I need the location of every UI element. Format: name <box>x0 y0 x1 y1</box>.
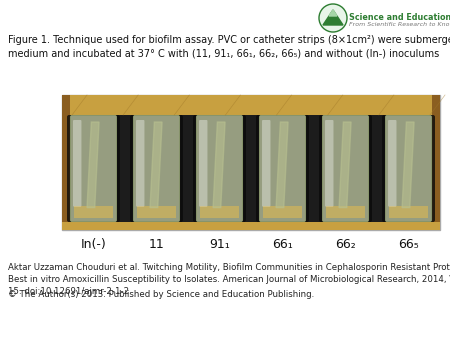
FancyBboxPatch shape <box>382 115 435 222</box>
FancyBboxPatch shape <box>197 116 243 221</box>
Text: From Scientific Research to Knowledge: From Scientific Research to Knowledge <box>349 22 450 27</box>
Text: 66₁: 66₁ <box>272 238 293 251</box>
Polygon shape <box>339 122 351 208</box>
FancyBboxPatch shape <box>193 115 246 222</box>
Polygon shape <box>402 122 414 208</box>
Bar <box>200 206 239 218</box>
Bar <box>389 206 428 218</box>
Bar <box>326 206 365 218</box>
Text: 66₅: 66₅ <box>398 238 419 251</box>
Text: Science and Education Publishing: Science and Education Publishing <box>349 13 450 22</box>
Circle shape <box>319 4 347 32</box>
Text: 66₂: 66₂ <box>335 238 356 251</box>
FancyBboxPatch shape <box>199 120 207 207</box>
Bar <box>137 206 176 218</box>
Polygon shape <box>329 10 337 16</box>
Bar <box>263 206 302 218</box>
Bar <box>432 95 440 230</box>
FancyBboxPatch shape <box>262 120 270 207</box>
Bar <box>74 206 113 218</box>
Text: © The Author(s) 2013. Published by Science and Education Publishing.: © The Author(s) 2013. Published by Scien… <box>8 290 314 299</box>
FancyBboxPatch shape <box>260 116 306 221</box>
FancyBboxPatch shape <box>136 120 144 207</box>
Text: Aktar Uzzaman Chouduri et al. Twitching Motility, Biofilm Communities in Cephalo: Aktar Uzzaman Chouduri et al. Twitching … <box>8 263 450 296</box>
FancyBboxPatch shape <box>134 116 180 221</box>
Polygon shape <box>213 122 225 208</box>
FancyBboxPatch shape <box>325 120 333 207</box>
FancyBboxPatch shape <box>67 115 120 222</box>
FancyBboxPatch shape <box>386 116 432 221</box>
Polygon shape <box>276 122 288 208</box>
FancyBboxPatch shape <box>323 116 369 221</box>
Bar <box>62 95 440 230</box>
Polygon shape <box>323 10 343 25</box>
FancyBboxPatch shape <box>319 115 372 222</box>
Text: Figure 1. Technique used for biofilm assay. PVC or catheter strips (8×1cm²) were: Figure 1. Technique used for biofilm ass… <box>8 35 450 58</box>
FancyBboxPatch shape <box>130 115 183 222</box>
Text: 11: 11 <box>148 238 164 251</box>
Text: In(-): In(-) <box>81 238 106 251</box>
Polygon shape <box>87 122 99 208</box>
Bar <box>62 222 440 230</box>
FancyBboxPatch shape <box>388 120 396 207</box>
FancyBboxPatch shape <box>73 120 81 207</box>
FancyBboxPatch shape <box>71 116 117 221</box>
Bar <box>62 95 70 230</box>
Polygon shape <box>150 122 162 208</box>
Bar <box>62 95 440 115</box>
FancyBboxPatch shape <box>256 115 309 222</box>
Text: 91₁: 91₁ <box>209 238 230 251</box>
